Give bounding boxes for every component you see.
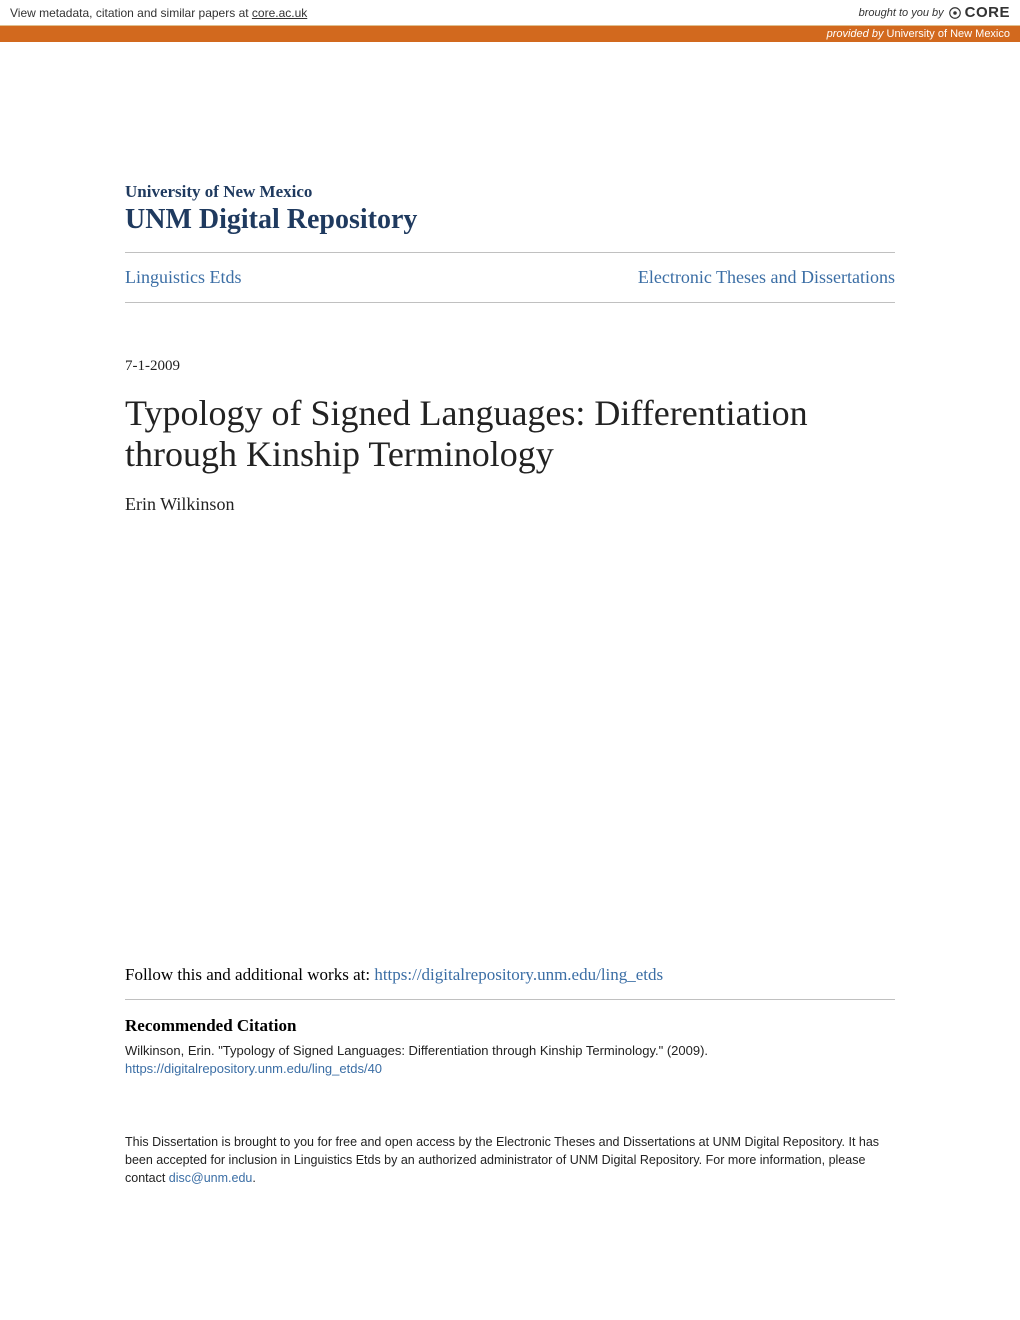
follow-link[interactable]: https://digitalrepository.unm.edu/ling_e… xyxy=(374,965,663,984)
citation-link[interactable]: https://digitalrepository.unm.edu/ling_e… xyxy=(125,1061,382,1076)
core-link[interactable]: core.ac.uk xyxy=(252,6,307,20)
provider-name: University of New Mexico xyxy=(887,28,1010,40)
core-logo[interactable]: CORE xyxy=(948,4,1010,21)
university-name: University of New Mexico xyxy=(125,182,895,202)
breadcrumb-nav: Linguistics Etds Electronic Theses and D… xyxy=(125,252,895,303)
follow-section: Follow this and additional works at: htt… xyxy=(125,965,895,1000)
provided-by-prefix: provided by xyxy=(827,28,887,40)
disclaimer-period: . xyxy=(252,1171,255,1185)
page-content: University of New Mexico UNM Digital Rep… xyxy=(0,42,1020,1228)
core-banner: View metadata, citation and similar pape… xyxy=(0,0,1020,26)
repository-title[interactable]: UNM Digital Repository xyxy=(125,204,895,236)
paper-title: Typology of Signed Languages: Differenti… xyxy=(125,393,895,476)
provider-bar: provided by University of New Mexico xyxy=(0,26,1020,42)
banner-right: brought to you by CORE xyxy=(859,4,1010,21)
view-metadata-text: View metadata, citation and similar pape… xyxy=(10,6,252,20)
follow-prefix: Follow this and additional works at: xyxy=(125,965,374,984)
core-icon xyxy=(948,6,962,20)
disclaimer-block: This Dissertation is brought to you for … xyxy=(125,1133,895,1187)
brought-by-text: brought to you by xyxy=(859,7,944,19)
author-name: Erin Wilkinson xyxy=(125,494,895,515)
citation-block: Wilkinson, Erin. "Typology of Signed Lan… xyxy=(125,1042,895,1078)
publication-date: 7-1-2009 xyxy=(125,358,895,375)
citation-text: Wilkinson, Erin. "Typology of Signed Lan… xyxy=(125,1043,708,1058)
nav-link-left[interactable]: Linguistics Etds xyxy=(125,267,242,288)
contact-email-link[interactable]: disc@unm.edu xyxy=(169,1171,253,1185)
citation-heading: Recommended Citation xyxy=(125,1016,895,1036)
nav-link-right[interactable]: Electronic Theses and Dissertations xyxy=(638,267,895,288)
core-label: CORE xyxy=(965,4,1010,21)
banner-left: View metadata, citation and similar pape… xyxy=(10,6,307,20)
